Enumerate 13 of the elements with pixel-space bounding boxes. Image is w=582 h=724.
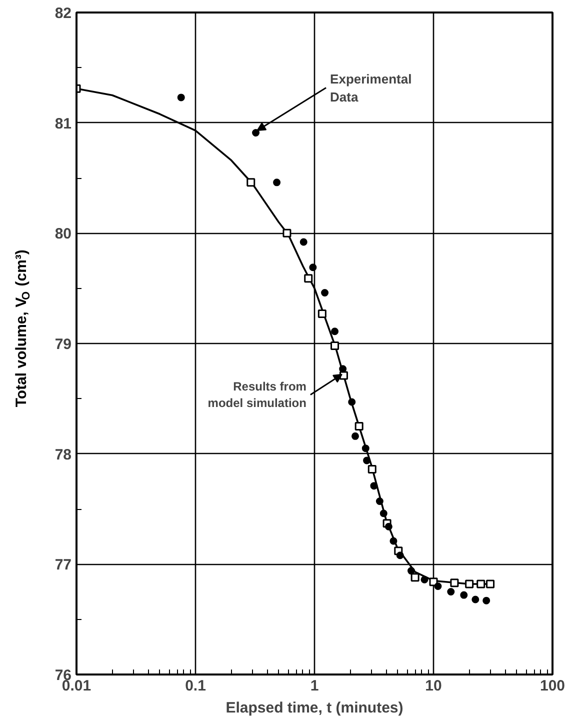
x-axis-title: Elapsed time, t (minutes)	[226, 700, 404, 716]
annotation: Results from model simulation	[208, 379, 306, 410]
y-tick-label: 79	[54, 336, 72, 353]
y-tick-label: 80	[54, 226, 72, 243]
x-tick-label: 1	[310, 678, 319, 694]
x-tick-label: 100	[540, 678, 566, 694]
y-tick-label: 77	[54, 556, 72, 574]
annotation: Experimental Data	[330, 71, 412, 104]
y-tick-label: 82	[54, 5, 72, 22]
x-tick-label: 0.1	[185, 678, 206, 694]
y-tick-label: 78	[54, 446, 72, 464]
x-tick-label: 10	[425, 678, 442, 694]
y-tick-label: 81	[54, 115, 72, 132]
